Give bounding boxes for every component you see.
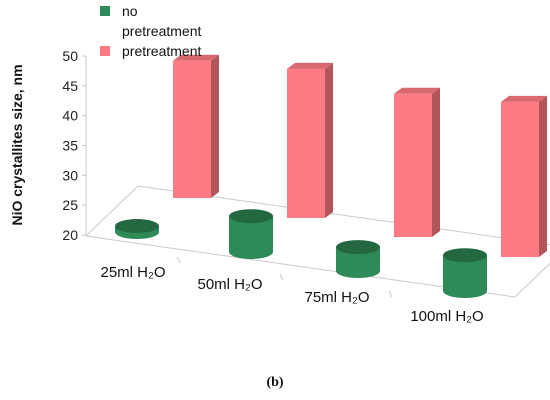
- x-tick-label: 75ml H₂O: [304, 289, 369, 306]
- x-tick-mark: [279, 273, 284, 281]
- y-tick-label: 35: [62, 138, 78, 154]
- no-pretreatment-bar: [336, 247, 380, 278]
- y-tick-label: 40: [62, 108, 78, 124]
- y-tick-label: 30: [62, 167, 78, 183]
- no-pretreatment-bar-top: [443, 248, 487, 263]
- pretreatment-bar-side: [432, 87, 440, 237]
- pretreatment-bar-top: [501, 95, 547, 102]
- x-tick-label: 25ml H₂O: [100, 264, 165, 281]
- pretreatment-bar: [501, 101, 539, 257]
- y-tick-label: 25: [62, 197, 78, 213]
- legend-no-pretreatment-label: pretreatment: [122, 23, 201, 39]
- no-pretreatment-bar: [443, 255, 487, 298]
- pretreatment-bar-side: [539, 95, 547, 257]
- y-axis-label: NiO crystallites size, nm: [9, 64, 25, 225]
- x-tick-mark: [176, 256, 181, 264]
- pretreatment-bar-top: [287, 62, 333, 69]
- pretreatment-bar-side: [325, 62, 333, 219]
- no-pretreatment-bar: [229, 216, 273, 259]
- no-pretreatment-bar-top: [115, 219, 159, 234]
- pretreatment-bar: [173, 60, 211, 199]
- pretreatment-bar-top: [394, 87, 440, 94]
- x-tick-label: 50ml H₂O: [197, 276, 262, 293]
- legend-no-pretreatment-swatch: [100, 6, 110, 16]
- y-tick-label: 45: [62, 78, 78, 94]
- y-tick-label: 50: [62, 48, 78, 64]
- x-tick-label: 100ml H₂O: [410, 308, 483, 325]
- legend: no pretreatment pretreatment: [100, 3, 201, 59]
- pretreatment-bar: [394, 93, 432, 237]
- legend-pretreatment-swatch: [100, 46, 110, 56]
- x-tick-mark: [388, 290, 393, 298]
- legend-pretreatment-label: pretreatment: [122, 43, 201, 59]
- no-pretreatment-bar-top: [336, 240, 380, 255]
- pretreatment-bar-top: [173, 54, 219, 61]
- figure-caption: (b): [266, 375, 283, 390]
- pretreatment-bar: [287, 68, 325, 218]
- pretreatment-bar-side: [211, 54, 219, 199]
- axes: 20 25 30 35 40 45 50 25ml H₂O 50ml H₂O 75ml H₂O 10…: [62, 48, 550, 325]
- bars: [115, 54, 547, 298]
- chart-floor: [84, 185, 550, 298]
- no-pretreatment-bar-top: [229, 209, 273, 224]
- y-tick-label: 20: [62, 227, 78, 243]
- legend-no-pretreatment-label: no: [122, 3, 138, 19]
